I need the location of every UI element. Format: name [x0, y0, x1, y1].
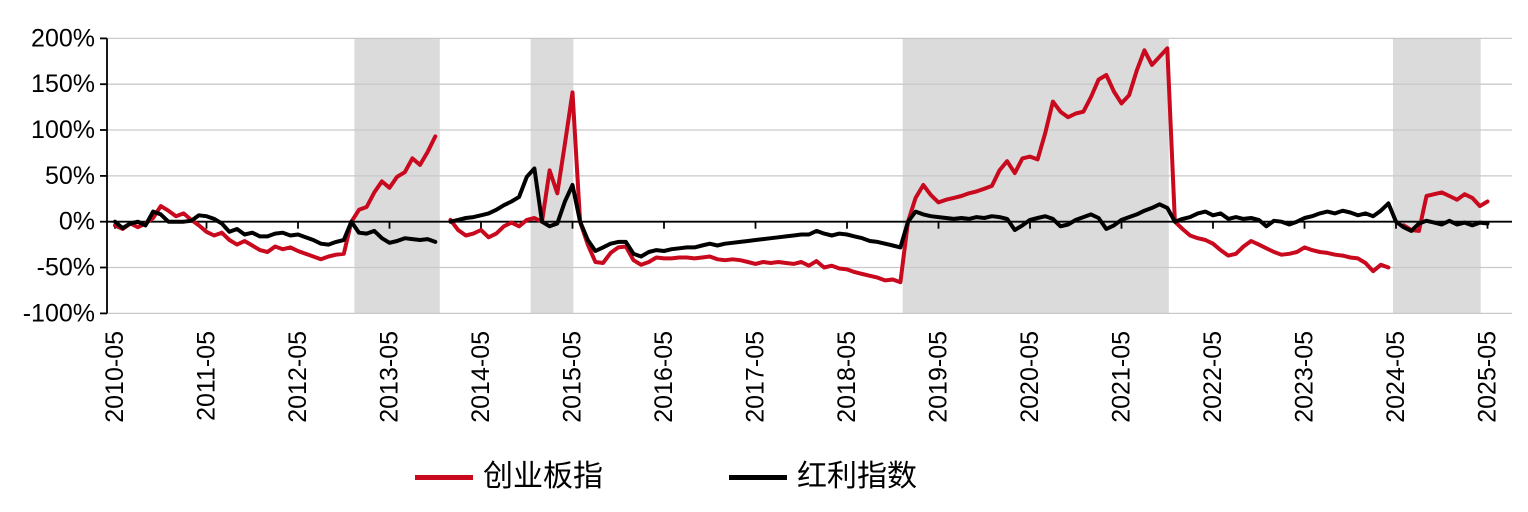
x-tick-label: 2017-05: [742, 331, 770, 423]
legend-item-dividend: 红利指数: [729, 458, 917, 496]
x-tick-label: 2015-05: [559, 331, 587, 423]
y-tick-label: 0%: [59, 208, 95, 236]
x-tick-label: 2016-05: [650, 331, 678, 423]
y-tick-label: -50%: [37, 254, 95, 282]
x-tick-label: 2013-05: [376, 331, 404, 423]
legend-line-red: [415, 474, 473, 480]
x-tick-label: 2025-05: [1474, 331, 1502, 423]
x-tick-label: 2014-05: [467, 331, 495, 423]
x-tick-label: 2024-05: [1382, 331, 1410, 423]
y-tick-label: 50%: [45, 162, 95, 190]
series-line-0: [113, 46, 1490, 285]
x-tick-label: 2021-05: [1108, 331, 1136, 423]
y-tick-label: 150%: [31, 70, 95, 98]
y-tick-label: 200%: [31, 24, 95, 52]
x-tick-label: 2020-05: [1016, 331, 1044, 423]
x-tick-label: 2011-05: [193, 331, 221, 421]
y-tick-label: 100%: [31, 116, 95, 144]
x-tick-label: 2012-05: [284, 331, 312, 423]
legend-label-dividend: 红利指数: [797, 460, 917, 493]
legend-item-chinext: 创业板指: [415, 458, 603, 496]
x-tick-label: 2022-05: [1199, 331, 1227, 423]
y-tick-label: -100%: [23, 299, 95, 327]
legend-label-chinext: 创业板指: [483, 460, 603, 493]
x-tick-label: 2023-05: [1291, 331, 1319, 423]
legend-line-black: [729, 474, 787, 480]
x-tick-label: 2019-05: [925, 331, 953, 423]
series-line-1: [113, 166, 1490, 259]
x-tick-label: 2018-05: [833, 331, 861, 423]
x-tick-label: 2010-05: [101, 331, 129, 423]
